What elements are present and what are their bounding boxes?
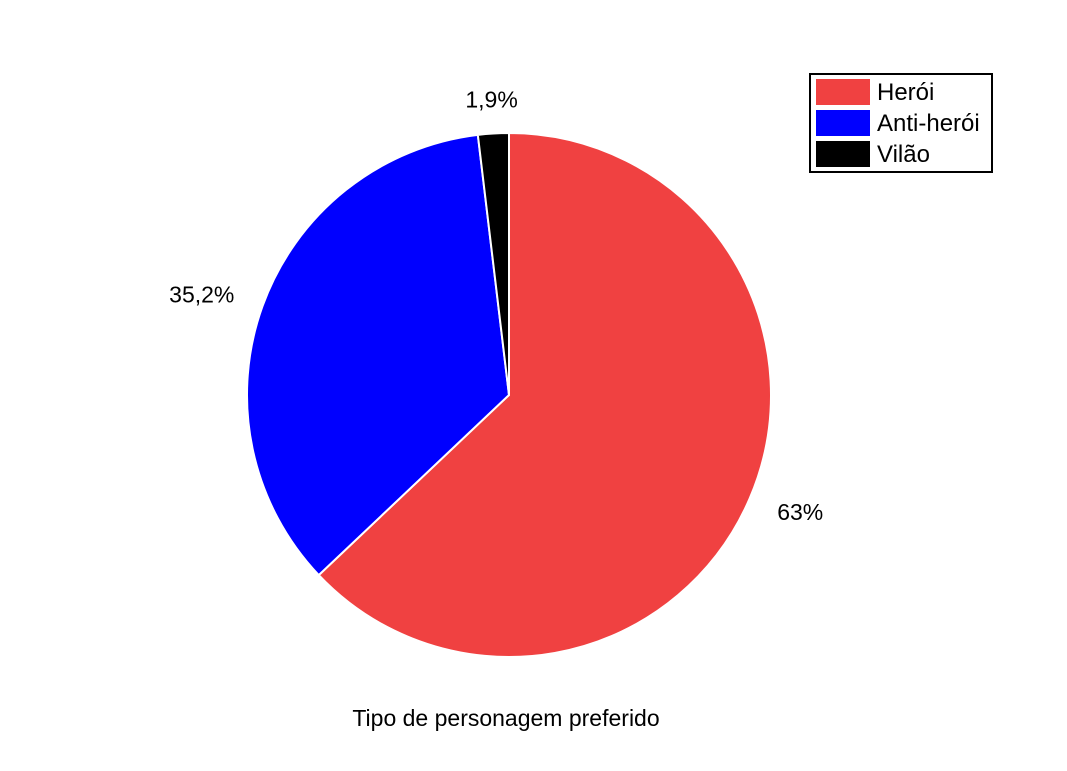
legend-swatch-3 (816, 141, 870, 167)
x-axis-label: Tipo de personagem preferido (352, 705, 659, 731)
legend-label-3: Vilão (877, 141, 930, 168)
legend-label-2: Anti-herói (877, 110, 980, 137)
slice-labels: 63% 35,2% 1,9% (169, 87, 823, 526)
legend-items: Herói Anti-herói Vilão (816, 79, 980, 168)
slice-label-3: 1,9% (465, 87, 517, 113)
pie-slice-2 (246, 133, 510, 577)
pie-slices (246, 132, 772, 658)
pie-slice-3 (476, 132, 510, 396)
legend-swatch-1 (816, 79, 870, 105)
legend-swatch-2 (816, 110, 870, 136)
legend-label-1: Herói (877, 79, 934, 106)
slice-label-1: 63% (777, 499, 823, 525)
legend: Herói Anti-herói Vilão (809, 73, 993, 173)
slice-label-2: 35,2% (169, 281, 234, 307)
pie-slice-1 (317, 132, 772, 658)
